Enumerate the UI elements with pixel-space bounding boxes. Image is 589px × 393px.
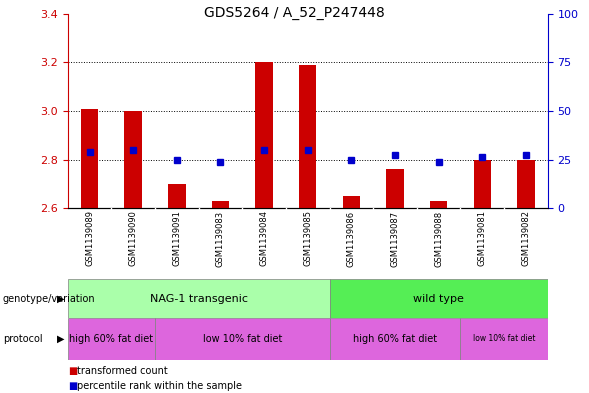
Bar xyxy=(430,201,448,208)
Bar xyxy=(81,108,98,208)
Text: GSM1139088: GSM1139088 xyxy=(434,210,443,266)
Text: GSM1139086: GSM1139086 xyxy=(347,210,356,266)
Text: wild type: wild type xyxy=(413,294,464,304)
Bar xyxy=(517,160,535,208)
Bar xyxy=(212,201,229,208)
Text: genotype/variation: genotype/variation xyxy=(3,294,95,304)
Text: low 10% fat diet: low 10% fat diet xyxy=(203,334,282,344)
Bar xyxy=(343,196,360,208)
Bar xyxy=(168,184,186,208)
Bar xyxy=(256,62,273,208)
Bar xyxy=(461,318,548,360)
Text: GSM1139085: GSM1139085 xyxy=(303,210,312,266)
Text: GSM1139083: GSM1139083 xyxy=(216,210,225,266)
Text: GSM1139084: GSM1139084 xyxy=(260,210,269,266)
Bar xyxy=(386,169,404,208)
Text: low 10% fat diet: low 10% fat diet xyxy=(473,334,535,343)
Text: GSM1139089: GSM1139089 xyxy=(85,210,94,266)
Text: GSM1139090: GSM1139090 xyxy=(128,210,138,266)
Text: GSM1139091: GSM1139091 xyxy=(173,210,181,266)
Text: NAG-1 transgenic: NAG-1 transgenic xyxy=(150,294,247,304)
Bar xyxy=(124,111,142,208)
Text: ▶: ▶ xyxy=(57,334,65,344)
Text: GSM1139082: GSM1139082 xyxy=(521,210,531,266)
Text: GDS5264 / A_52_P247448: GDS5264 / A_52_P247448 xyxy=(204,6,385,20)
Bar xyxy=(68,279,330,318)
Text: percentile rank within the sample: percentile rank within the sample xyxy=(77,381,241,391)
Bar xyxy=(299,65,316,208)
Text: transformed count: transformed count xyxy=(77,366,167,376)
Bar xyxy=(155,318,330,360)
Bar xyxy=(330,318,461,360)
Text: protocol: protocol xyxy=(3,334,42,344)
Bar xyxy=(68,318,155,360)
Text: GSM1139087: GSM1139087 xyxy=(391,210,399,266)
Text: high 60% fat diet: high 60% fat diet xyxy=(353,334,437,344)
Text: GSM1139081: GSM1139081 xyxy=(478,210,487,266)
Text: ■: ■ xyxy=(68,366,77,376)
Bar xyxy=(474,160,491,208)
Text: ■: ■ xyxy=(68,381,77,391)
Bar xyxy=(330,279,548,318)
Text: ▶: ▶ xyxy=(57,294,65,304)
Text: high 60% fat diet: high 60% fat diet xyxy=(70,334,154,344)
